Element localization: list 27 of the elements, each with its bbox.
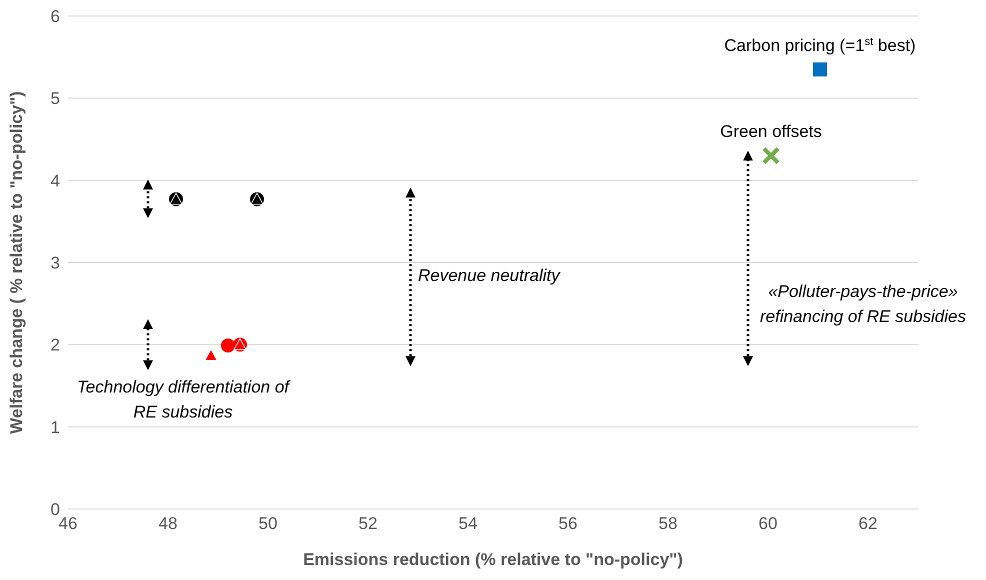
point [813, 62, 827, 76]
annotation: Revenue neutrality [418, 266, 562, 285]
x-tick-label: 50 [258, 514, 278, 534]
point [221, 338, 235, 352]
x-tick-label: 48 [158, 514, 178, 534]
y-tick-label: 5 [50, 89, 60, 108]
x-tick-label: 56 [558, 514, 578, 534]
annotation: «Polluter-pays-the-price» refinancing of RE subsidies [760, 282, 966, 326]
y-tick-label: 0 [50, 500, 60, 520]
y-tick-label: 3 [50, 254, 60, 273]
x-tick-label: 54 [458, 514, 478, 534]
x-tick-label: 52 [358, 514, 378, 534]
y-tick-label: 1 [50, 418, 60, 437]
series-label: Carbon pricing (=1$^{st}$ best) [724, 36, 916, 55]
point [762, 146, 780, 165]
x-axis-title: Emissions reduction (% relative to "no-policy") [303, 550, 683, 569]
x-tick-label: 46 [58, 514, 78, 534]
y-tick-label: 4 [50, 171, 60, 190]
x-tick-label: 60 [758, 514, 778, 534]
y-axis-title: Welfare change ( % relative to "no-policy") [7, 91, 26, 434]
point [204, 348, 218, 361]
y-tick-label: 6 [50, 7, 60, 26]
y-tick-label: 2 [50, 336, 60, 355]
x-tick-label: 58 [658, 514, 678, 534]
x-tick-label: 62 [858, 514, 878, 534]
series-label: Green offsets [720, 122, 822, 142]
annotation: Technology differentiation of RE subsidies [76, 377, 292, 422]
